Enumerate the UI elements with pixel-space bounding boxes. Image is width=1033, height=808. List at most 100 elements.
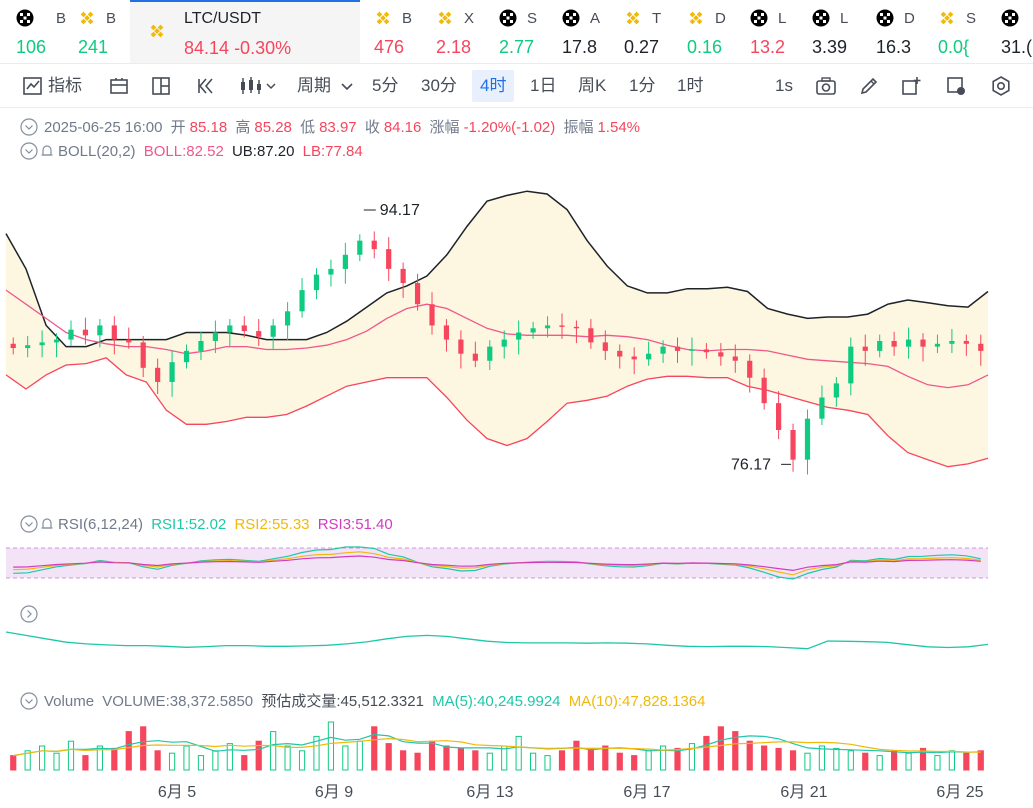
ticker-0[interactable]: B 106 <box>16 0 76 63</box>
amplitude-value: 1.54% <box>597 119 641 136</box>
period-dropdown[interactable]: 周期 <box>297 76 331 95</box>
ticker-4[interactable]: X 2.18 <box>436 0 496 63</box>
ticker-name: A <box>590 10 601 27</box>
camera-icon[interactable] <box>815 75 837 97</box>
volume-bar <box>515 735 522 771</box>
ticker-11[interactable]: D 16.3 <box>876 0 936 63</box>
candle-body <box>747 360 753 378</box>
split-view-icon[interactable] <box>150 75 172 97</box>
interval-5m[interactable]: 5分 <box>372 76 399 95</box>
boll-lb-value: LB:77.84 <box>302 143 363 160</box>
collapse-icon[interactable] <box>20 692 38 710</box>
template-icon[interactable] <box>945 75 967 97</box>
ticker-name: D <box>904 10 915 27</box>
rewind-icon[interactable] <box>195 75 217 97</box>
candle-body <box>53 339 60 343</box>
interval-1w[interactable]: 周K <box>578 76 607 95</box>
ticker-3[interactable]: B 476 <box>374 0 434 63</box>
candle-body <box>198 340 204 351</box>
volume-bar <box>775 747 782 771</box>
x-axis-label: 6月 25 <box>936 784 983 801</box>
volume-bar <box>544 755 551 771</box>
close-label: 收 <box>364 119 380 136</box>
speed-selector[interactable]: 1s <box>775 76 793 95</box>
volume-bar <box>891 750 898 771</box>
candle-body <box>689 349 695 351</box>
interval-1h[interactable]: 1时 <box>677 76 704 95</box>
candle-body <box>660 346 666 354</box>
volume-bar <box>472 750 479 771</box>
interval-1d[interactable]: 1日 <box>530 76 557 95</box>
ticker-value: 106 <box>16 37 47 57</box>
volume-bar <box>616 752 623 771</box>
ticker-value: 241 <box>78 37 109 57</box>
volume-bar <box>558 750 566 771</box>
interval-30m[interactable]: 30分 <box>421 76 457 95</box>
okx-icon <box>16 9 34 27</box>
layout-icon[interactable] <box>108 75 130 97</box>
collapse-icon[interactable] <box>20 118 38 136</box>
expand-icon[interactable] <box>20 605 38 623</box>
ticker-8[interactable]: D 0.16 <box>687 0 747 63</box>
add-window-icon[interactable] <box>900 75 922 97</box>
volume-bar <box>934 755 941 771</box>
volume-bar <box>905 752 912 771</box>
candle-body <box>905 339 912 347</box>
open-label: 开 <box>170 119 186 136</box>
candle-body <box>487 346 493 361</box>
ticker-1[interactable]: B 241 <box>78 0 128 63</box>
ticker-5[interactable]: S 2.77 <box>499 0 559 63</box>
volume-bar <box>168 752 176 771</box>
x-axis-label: 6月 5 <box>158 784 196 801</box>
indicator-line <box>5 631 989 650</box>
ticker-value: 16.3 <box>876 37 912 57</box>
ticker-name: B <box>106 10 117 27</box>
rsi-info-line: RSI(6,12,24) RSI1:52.02 RSI2:55.33 RSI3:… <box>20 515 397 535</box>
ticker-10[interactable]: L 3.39 <box>812 0 872 63</box>
candle-body <box>82 329 89 336</box>
ticker-2[interactable]: LTC/USDT 84.14 -0.30% <box>130 0 360 63</box>
volume-bar <box>327 721 335 771</box>
candle-body <box>891 340 897 347</box>
alert-bell-icon[interactable] <box>38 515 56 533</box>
collapse-icon[interactable] <box>20 142 38 160</box>
ticker-12[interactable]: S 0.0{ <box>938 0 998 63</box>
interval-4h[interactable]: 4时 <box>472 70 515 102</box>
volume-bar <box>602 745 609 771</box>
ticker-9[interactable]: L 13.2 <box>750 0 810 63</box>
interval-1min[interactable]: 1分 <box>629 76 656 95</box>
x-axis-label: 6月 13 <box>466 784 513 801</box>
volume-bar <box>255 740 262 771</box>
candle-body <box>978 343 984 351</box>
volume-bar <box>573 740 580 771</box>
rsi-band-fill <box>6 548 988 578</box>
low-value: 83.97 <box>319 119 357 136</box>
chevron-down-icon <box>341 83 353 91</box>
ticker-bar: B 106 B 241 LTC/USDT 84.14 -0.30% B 476 X 2.18 S 2.… <box>0 0 1033 64</box>
x-axis-label: 6月 17 <box>623 784 670 801</box>
candle-type-icon[interactable] <box>238 75 278 97</box>
collapse-icon[interactable] <box>20 515 38 533</box>
volume-bar <box>688 743 696 771</box>
okx-icon <box>812 9 830 27</box>
volume-bar <box>428 740 436 771</box>
okx-icon <box>750 9 768 27</box>
alert-bell-icon[interactable] <box>38 142 56 160</box>
indicator-icon[interactable] <box>22 75 44 97</box>
volume-bar <box>703 735 710 771</box>
indicators-button[interactable]: 指标 <box>48 76 82 95</box>
ohlc-date: 2025-06-25 16:00 <box>44 119 163 136</box>
ticker-6[interactable]: A 17.8 <box>562 0 622 63</box>
candle-body <box>313 274 320 291</box>
volume-bar <box>385 743 392 771</box>
boll-ub-value: UB:87.20 <box>231 143 295 160</box>
ticker-13[interactable]: 31.( <box>1001 0 1033 63</box>
ticker-7[interactable]: T 0.27 <box>624 0 684 63</box>
volume-ma10-line <box>13 737 981 757</box>
candle-body <box>588 328 594 343</box>
settings-gear-icon[interactable] <box>990 75 1012 97</box>
draw-pen-icon[interactable] <box>858 75 880 97</box>
chart-toolbar: 指标 周期 5分 30分 4时 1日 周K 1分 1时 1s <box>0 64 1033 108</box>
ticker-value: 0.27 <box>624 37 660 57</box>
